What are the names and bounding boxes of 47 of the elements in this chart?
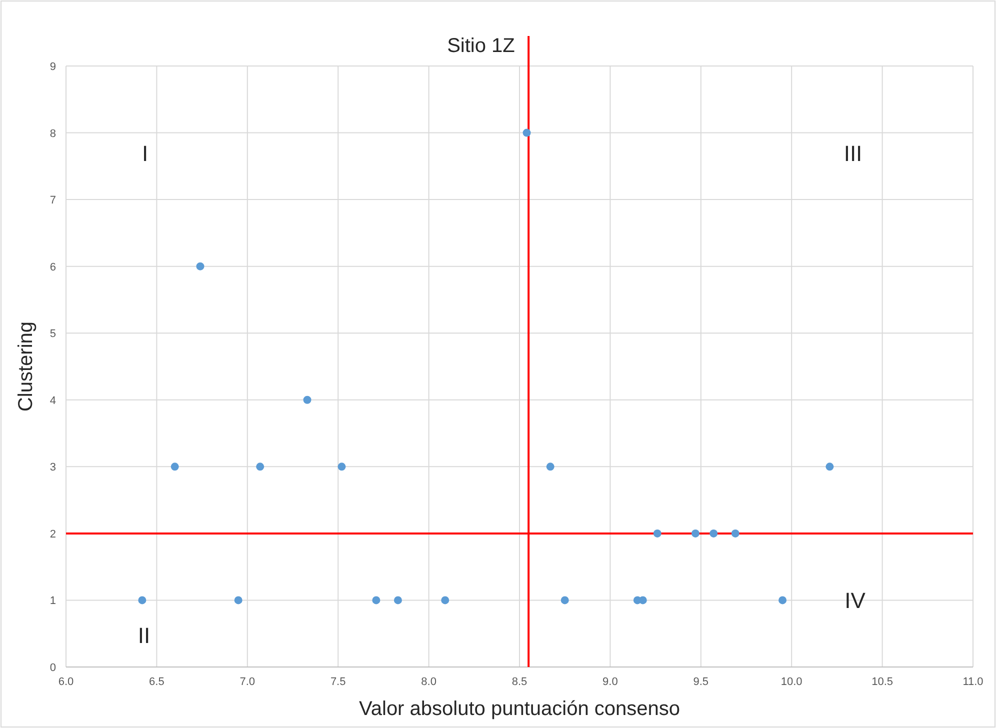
annotation: III bbox=[844, 141, 862, 166]
point bbox=[546, 462, 554, 471]
point bbox=[303, 396, 312, 404]
x-tick-label: 8.5 bbox=[512, 676, 528, 688]
y-tick-label: 1 bbox=[50, 595, 56, 608]
point bbox=[826, 462, 834, 471]
x-axis-title: Valor absoluto puntuación consenso bbox=[359, 698, 680, 720]
point bbox=[731, 529, 740, 538]
point bbox=[338, 462, 346, 471]
x-tick-label: 9.0 bbox=[602, 676, 618, 688]
point bbox=[372, 596, 380, 604]
y-tick-label: 3 bbox=[50, 462, 56, 474]
y-tick-label: 9 bbox=[50, 61, 56, 73]
point bbox=[691, 529, 700, 538]
y-tick-label: 7 bbox=[50, 194, 56, 207]
point bbox=[138, 596, 146, 604]
y-tick-label: 4 bbox=[50, 394, 56, 407]
x-tick-label: 7.0 bbox=[240, 676, 256, 688]
point bbox=[170, 462, 179, 471]
x-tick-label: 6.5 bbox=[149, 676, 164, 688]
y-tick-label: 0 bbox=[50, 662, 56, 674]
annotation: I bbox=[142, 141, 148, 166]
x-tick-label: 7.5 bbox=[330, 676, 346, 688]
x-tick-label: 11.0 bbox=[962, 676, 984, 688]
point bbox=[560, 596, 569, 604]
x-tick-label: 6.0 bbox=[58, 676, 74, 688]
y-tick-label: 2 bbox=[50, 528, 56, 540]
y-tick-label: 6 bbox=[50, 261, 56, 274]
y-axis-title: Clustering bbox=[15, 321, 37, 412]
annotation: II bbox=[138, 623, 150, 648]
x-tick-label: 10.5 bbox=[872, 676, 894, 688]
y-tick-label: 5 bbox=[50, 328, 56, 340]
point bbox=[653, 529, 662, 538]
point bbox=[522, 128, 531, 137]
point bbox=[441, 596, 450, 604]
annotation: IV bbox=[844, 588, 866, 613]
point bbox=[394, 596, 402, 604]
point bbox=[196, 262, 204, 270]
chart-title: Sitio 1Z bbox=[447, 35, 515, 57]
x-tick-label: 9.5 bbox=[693, 676, 709, 688]
x-tick-label: 8.0 bbox=[421, 676, 436, 688]
point bbox=[256, 462, 264, 471]
point bbox=[710, 529, 718, 538]
point bbox=[234, 596, 242, 604]
x-tick-label: 10.0 bbox=[780, 676, 802, 688]
y-tick-label: 8 bbox=[50, 128, 56, 140]
point bbox=[778, 596, 787, 604]
